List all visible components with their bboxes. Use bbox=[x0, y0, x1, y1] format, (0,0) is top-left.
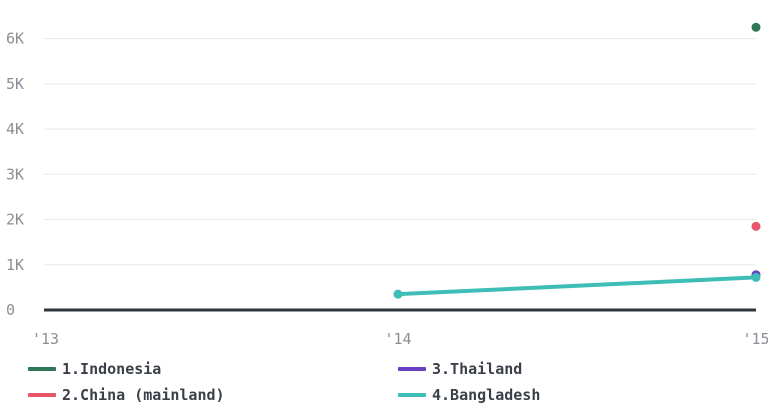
legend-swatch-indonesia bbox=[28, 367, 56, 371]
y-tick-label-4000: 4K bbox=[6, 120, 24, 138]
y-tick-label-0: 0 bbox=[6, 301, 15, 319]
legend-label-bangladesh: 4.Bangladesh bbox=[432, 386, 541, 404]
x-tick-label-0: '13 bbox=[32, 330, 59, 348]
series-0-point-0 bbox=[751, 22, 761, 32]
legend-label-indonesia: 1.Indonesia bbox=[62, 360, 162, 378]
y-tick-label-5000: 5K bbox=[6, 75, 24, 93]
series-3-point-0 bbox=[393, 289, 403, 299]
series-3-point-1 bbox=[751, 272, 761, 282]
y-tick-label-6000: 6K bbox=[6, 30, 24, 48]
legend-item-bangladesh[interactable]: 4.Bangladesh bbox=[398, 386, 748, 404]
legend-swatch-thailand bbox=[398, 367, 426, 371]
legend-swatch-china bbox=[28, 393, 56, 397]
legend-label-china: 2.China (mainland) bbox=[62, 386, 225, 404]
x-tick-label-1: '14 bbox=[384, 330, 411, 348]
legend-item-indonesia[interactable]: 1.Indonesia bbox=[28, 360, 398, 378]
legend-swatch-bangladesh bbox=[398, 393, 426, 397]
legend-item-thailand[interactable]: 3.Thailand bbox=[398, 360, 748, 378]
y-tick-label-3000: 3K bbox=[6, 165, 24, 183]
x-tick-label-2: '15 bbox=[742, 330, 768, 348]
y-tick-label-2000: 2K bbox=[6, 211, 24, 229]
legend-item-china[interactable]: 2.China (mainland) bbox=[28, 386, 398, 404]
series-line-3 bbox=[396, 275, 758, 297]
y-tick-label-1000: 1K bbox=[6, 256, 24, 274]
legend-label-thailand: 3.Thailand bbox=[432, 360, 523, 378]
legend: 1.Indonesia 3.Thailand 2.China (mainland… bbox=[28, 360, 748, 404]
series-1-point-0 bbox=[751, 221, 761, 231]
